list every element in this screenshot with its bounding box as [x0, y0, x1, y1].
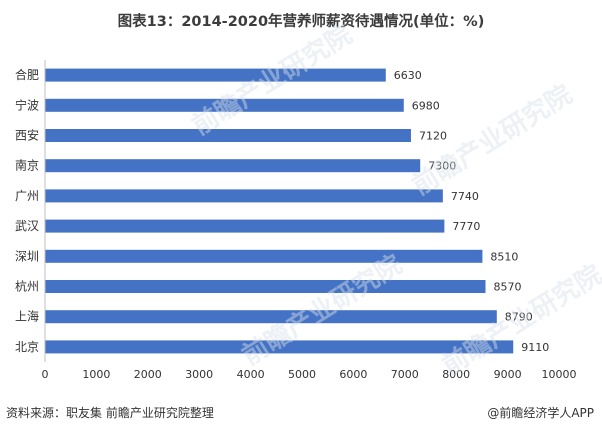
category-label: 南京 [15, 158, 39, 173]
data-label: 9110 [521, 341, 549, 354]
category-label: 合肥 [15, 67, 39, 82]
x-tick-labels: 0 1000 2000 3000 4000 5000 6000 7000 8000 9000 100… [42, 368, 577, 381]
data-label: 7740 [451, 190, 479, 203]
x-tick-label: 2000 [134, 368, 162, 381]
data-label: 8510 [490, 250, 518, 263]
x-tick-label: 6000 [339, 368, 367, 381]
x-tick-label: 10000 [542, 368, 577, 381]
category-label: 宁波 [15, 97, 39, 112]
data-label: 6980 [412, 99, 440, 112]
bar [45, 129, 411, 142]
x-tick-label: 0 [42, 368, 49, 381]
data-labels: 6630 6980 7120 7300 7740 7770 8510 8570 8790 9110 [394, 69, 549, 354]
bar [45, 310, 497, 324]
bar [45, 340, 514, 354]
x-tick-label: 9000 [494, 368, 522, 381]
bars-group [45, 68, 514, 354]
bar [45, 68, 386, 82]
category-label: 上海 [15, 309, 39, 324]
brand-credit: @前瞻经济学人APP [487, 406, 594, 420]
data-label: 7770 [452, 220, 480, 233]
category-label: 武汉 [15, 219, 39, 233]
data-label: 7120 [419, 130, 447, 143]
category-label: 深圳 [15, 249, 39, 263]
x-tick-label: 1000 [82, 368, 110, 381]
chart-title: 图表13：2014-2020年营养师薪资待遇情况(单位：%) [117, 14, 485, 30]
source-note: 资料来源：职友集 前瞻产业研究院整理 [6, 406, 214, 420]
x-tick-label: 3000 [185, 368, 213, 381]
data-label: 8790 [505, 311, 533, 324]
bar [45, 98, 404, 112]
category-label: 广州 [15, 189, 39, 203]
bar [45, 189, 443, 203]
data-label: 6630 [394, 69, 422, 82]
category-label: 北京 [15, 340, 39, 354]
bar [45, 280, 486, 293]
x-tick-label: 4000 [237, 368, 265, 381]
category-label: 杭州 [15, 279, 39, 294]
x-tick-label: 5000 [288, 368, 316, 381]
data-label: 8570 [493, 281, 521, 294]
bar [45, 219, 445, 233]
data-label: 7300 [428, 160, 456, 173]
x-tick-label: 7000 [391, 368, 419, 381]
bar [45, 249, 483, 263]
bar [45, 159, 421, 173]
x-tick-label: 8000 [442, 368, 470, 381]
category-label: 西安 [15, 128, 39, 143]
